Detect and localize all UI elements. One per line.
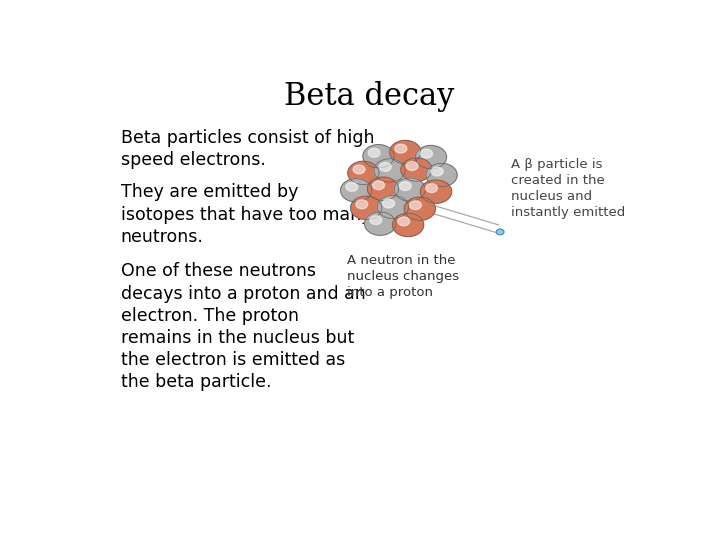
Circle shape <box>373 181 384 190</box>
Circle shape <box>374 159 405 182</box>
Circle shape <box>353 165 365 174</box>
Circle shape <box>348 161 379 185</box>
Circle shape <box>410 201 421 210</box>
Circle shape <box>397 217 410 226</box>
Circle shape <box>346 183 358 191</box>
Circle shape <box>415 145 446 169</box>
Text: Beta decay: Beta decay <box>284 82 454 112</box>
Circle shape <box>367 177 399 200</box>
Circle shape <box>406 161 418 171</box>
Circle shape <box>420 180 451 203</box>
Circle shape <box>368 148 380 157</box>
Circle shape <box>426 163 457 187</box>
Text: Beta particles consist of high
speed electrons.: Beta particles consist of high speed ele… <box>121 129 374 170</box>
Circle shape <box>431 167 443 176</box>
Circle shape <box>400 181 411 191</box>
Text: One of these neutrons
decays into a proton and an
electron. The proton
remains i: One of these neutrons decays into a prot… <box>121 262 366 392</box>
Circle shape <box>356 200 368 209</box>
Text: They are emitted by
isotopes that have too many
neutrons.: They are emitted by isotopes that have t… <box>121 183 371 246</box>
Circle shape <box>404 197 436 220</box>
Circle shape <box>377 195 409 219</box>
Text: A neutron in the
nucleus changes
into a proton: A neutron in the nucleus changes into a … <box>347 254 459 299</box>
Circle shape <box>370 215 382 225</box>
Circle shape <box>383 199 395 208</box>
Circle shape <box>363 145 394 168</box>
Circle shape <box>392 213 423 237</box>
Circle shape <box>364 212 396 235</box>
Circle shape <box>379 163 391 171</box>
Circle shape <box>341 179 372 202</box>
Circle shape <box>390 140 421 164</box>
Circle shape <box>426 184 438 193</box>
Circle shape <box>395 144 407 153</box>
Circle shape <box>496 229 504 235</box>
Circle shape <box>401 158 432 181</box>
Circle shape <box>420 149 433 158</box>
Circle shape <box>394 178 426 201</box>
Circle shape <box>351 196 382 219</box>
Text: A β particle is
created in the
nucleus and
instantly emitted: A β particle is created in the nucleus a… <box>511 158 626 219</box>
